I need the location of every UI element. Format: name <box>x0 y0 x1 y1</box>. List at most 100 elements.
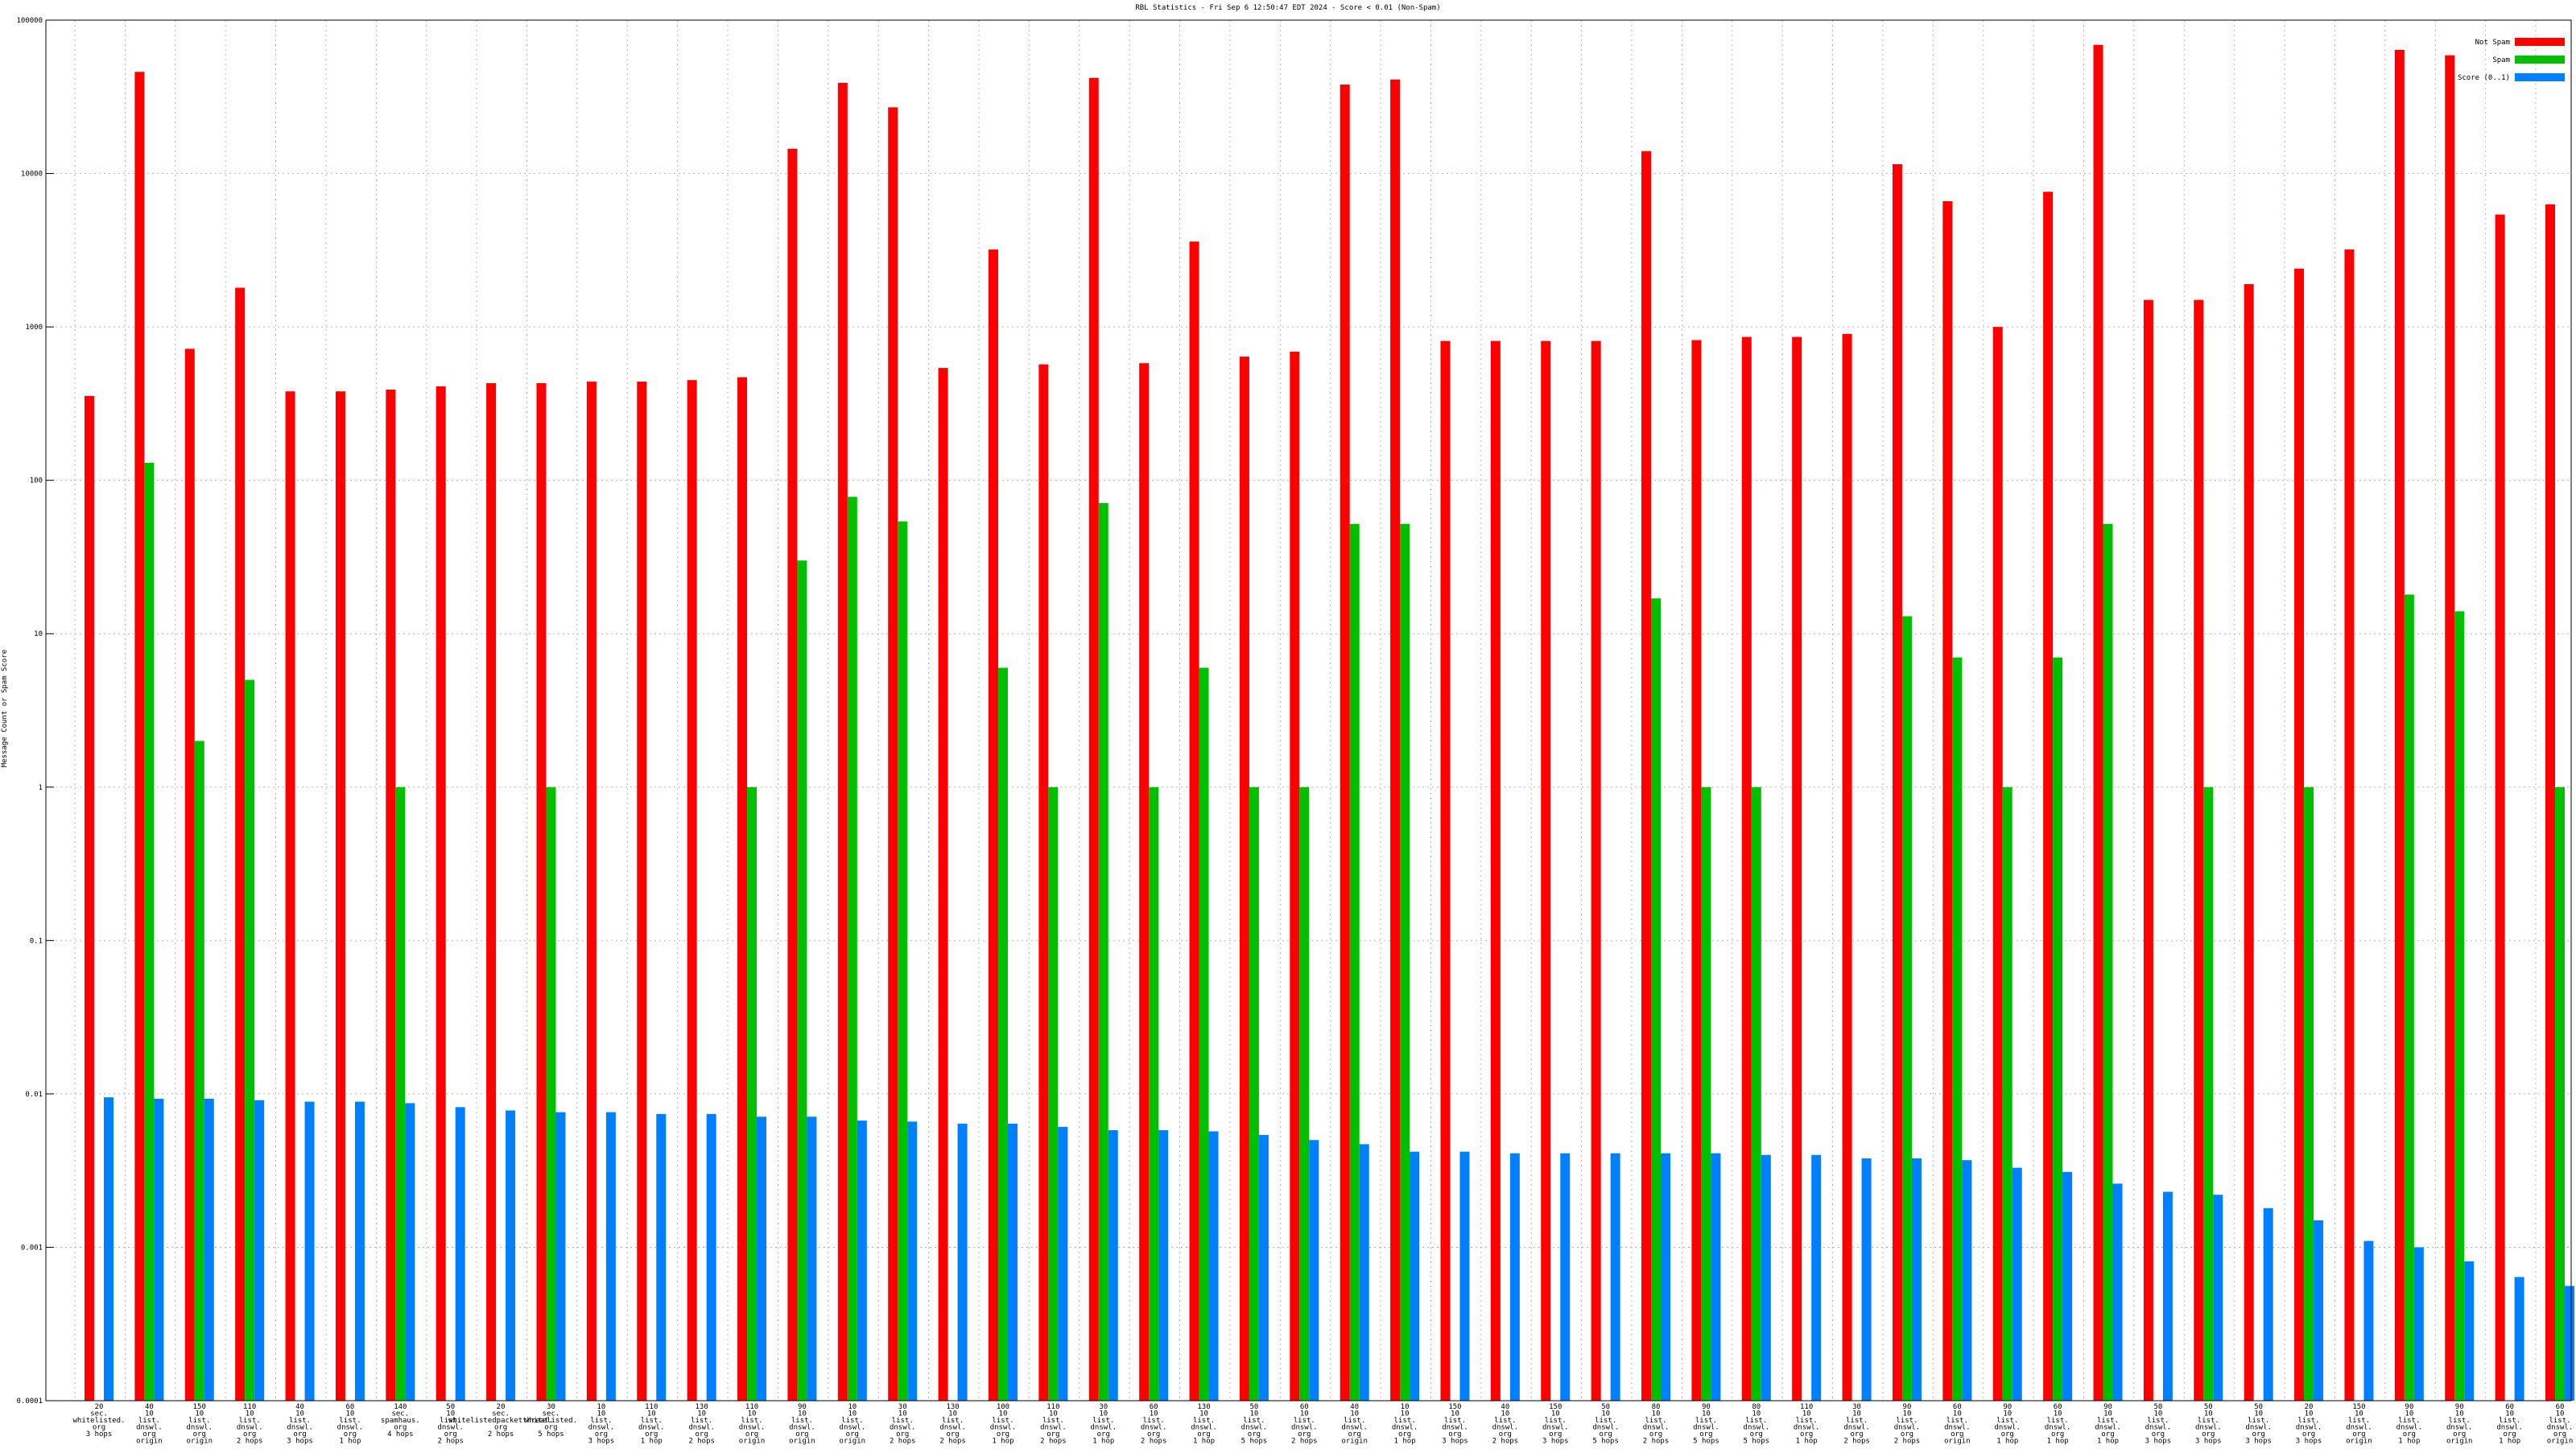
bar <box>2093 44 2103 1401</box>
x-tick-label: 110 10 list. dnswl. org 2 hops <box>237 1403 263 1446</box>
y-tick-label: 10000 <box>21 171 43 179</box>
x-tick-label-line: list. <box>1695 1417 1717 1425</box>
x-tick-label-line: 10 <box>1903 1410 1912 1418</box>
x-tick-label-line: 130 <box>1197 1403 1210 1411</box>
x-tick-label-line: org <box>444 1430 457 1439</box>
x-tick-label-line: 2 hops <box>939 1438 966 1446</box>
x-tick-label-line: org <box>1850 1430 1863 1439</box>
bar <box>586 382 597 1401</box>
x-tick-label-line: org <box>946 1430 959 1439</box>
x-tick-label-line: 10 <box>2405 1410 2413 1418</box>
bar <box>1299 786 1310 1401</box>
x-tick-label-line: 60 <box>2054 1403 2062 1411</box>
y-tick-label: 0.0001 <box>16 1397 43 1406</box>
x-tick-label-line: 100 <box>997 1403 1009 1411</box>
bar <box>134 72 145 1401</box>
y-axis-label: Message Count or Spam Score <box>1 650 9 767</box>
x-tick-label-line: 50 <box>2204 1403 2213 1411</box>
bar <box>2244 283 2254 1402</box>
x-tick-label-line: list. <box>641 1417 663 1425</box>
x-tick-label: 60 10 list. dnswl. org 1 hop <box>337 1403 364 1446</box>
bar <box>797 560 807 1401</box>
x-tick-label-line: 30 <box>547 1403 555 1411</box>
x-tick-label-line: dnswl. <box>1492 1424 1519 1432</box>
x-tick-label-line: 10 <box>1300 1410 1309 1418</box>
x-tick-label-line: 50 <box>1601 1403 1610 1411</box>
x-tick-label-line: 10 <box>195 1410 204 1418</box>
x-tick-label-line: 10 <box>1501 1410 1509 1418</box>
bar <box>1761 1154 1771 1401</box>
legend-swatch <box>2515 56 2565 64</box>
x-tick-label-line: list. <box>1946 1417 1968 1425</box>
x-tick-label: 110 10 list. dnswl. org origin <box>739 1403 766 1446</box>
x-tick-label-line: org <box>1699 1430 1712 1439</box>
x-tick-label-line: 5 hops <box>1744 1438 1770 1446</box>
y-tick-label: 0.001 <box>21 1244 43 1252</box>
bar <box>1610 1153 1620 1401</box>
bar <box>2413 1247 2424 1401</box>
x-tick-label: 30 10 list. dnswl. org 2 hops <box>890 1403 916 1446</box>
bar <box>1349 523 1360 1401</box>
bar <box>546 786 556 1401</box>
x-tick-label-line: sec. <box>391 1410 409 1418</box>
bar <box>907 1121 918 1401</box>
bar <box>706 1113 716 1401</box>
x-tick-label-line: list. <box>992 1417 1013 1425</box>
x-tick-label-line: list. <box>2449 1417 2471 1425</box>
x-tick-label-line: org <box>1499 1430 1512 1439</box>
x-tick-label: 90 10 list. dnswl. org origin <box>789 1403 815 1446</box>
x-tick-label-line: 10 <box>647 1410 656 1418</box>
x-tick-label-line: 1 hop <box>992 1438 1013 1446</box>
x-tick-label-line: org <box>293 1430 306 1439</box>
x-tick-label-line: 90 <box>2003 1403 2012 1411</box>
x-tick-label: 90 10 list. dnswl. org origin <box>2446 1403 2473 1446</box>
x-tick-label-line: dnswl. <box>136 1424 163 1432</box>
x-tick-label-line: list. <box>2248 1417 2269 1425</box>
x-tick-label-line: org <box>896 1430 909 1439</box>
x-tick-label-line: dnswl. <box>237 1424 263 1432</box>
x-tick-label-line: dnswl. <box>990 1424 1017 1432</box>
x-tick-label-line: list. <box>841 1417 863 1425</box>
chart-title: RBL Statistics - Fri Sep 6 12:50:47 EDT … <box>1135 4 1440 12</box>
x-tick-label-line: list. <box>2047 1417 2069 1425</box>
legend-swatch <box>2515 73 2565 81</box>
x-tick-label: 50 10 list. dnswl. org 3 hops <box>2195 1403 2222 1446</box>
x-tick-label-line: 110 <box>745 1403 758 1411</box>
x-tick-label-line: list. <box>339 1417 361 1425</box>
x-tick-label-line: org <box>1348 1430 1361 1439</box>
x-tick-label-line: 90 <box>1702 1403 1711 1411</box>
bar <box>506 1110 516 1401</box>
x-tick-label-line: origin <box>2446 1438 2473 1446</box>
x-tick-label-line: dnswl. <box>1693 1424 1719 1432</box>
bar <box>1811 1154 1822 1401</box>
bar <box>235 287 246 1401</box>
x-tick-label: 60 10 list. dnswl. org 1 hop <box>2045 1403 2071 1446</box>
x-tick-label-line: dnswl. <box>2547 1424 2574 1432</box>
x-tick-label-line: 5 hops <box>1241 1438 1268 1446</box>
x-tick-label: 90 10 list. dnswl. org 1 hop <box>2396 1403 2423 1446</box>
x-tick-label-line: list. <box>1193 1417 1215 1425</box>
x-tick-label-line: 50 <box>1249 1403 1258 1411</box>
x-tick-label-line: list. <box>590 1417 612 1425</box>
bar <box>1309 1140 1319 1401</box>
x-tick-label-line: list. <box>2097 1417 2119 1425</box>
x-tick-label-line: origin <box>739 1438 766 1446</box>
x-tick-label-line: 1 hop <box>1193 1438 1215 1446</box>
x-tick-label-line: dnswl. <box>1191 1424 1217 1432</box>
x-tick-label-line: dnswl. <box>939 1424 966 1432</box>
x-tick-label-line: 20 <box>2305 1403 2314 1411</box>
x-tick-label-line: 2 hops <box>237 1438 263 1446</box>
x-tick-label-line: list. <box>892 1417 914 1425</box>
bar <box>1098 503 1108 1401</box>
bar <box>354 1101 365 1401</box>
x-tick-label-line: 10 <box>1652 1410 1661 1418</box>
bar <box>1290 351 1300 1401</box>
x-tick-label-line: 30 <box>1852 1403 1861 1411</box>
x-tick-label-line: 10 <box>948 1410 957 1418</box>
x-tick-label-line: org <box>997 1430 1009 1439</box>
x-tick-label-line: 60 <box>1300 1403 1309 1411</box>
bar <box>2344 249 2355 1401</box>
x-tick-label: 150 10 list. dnswl. org 3 hops <box>1442 1403 1468 1446</box>
x-tick-label: 10 10 list. dnswl. org 3 hops <box>588 1403 615 1446</box>
x-tick-label: 110 10 list. dnswl. org 2 hops <box>1040 1403 1067 1446</box>
